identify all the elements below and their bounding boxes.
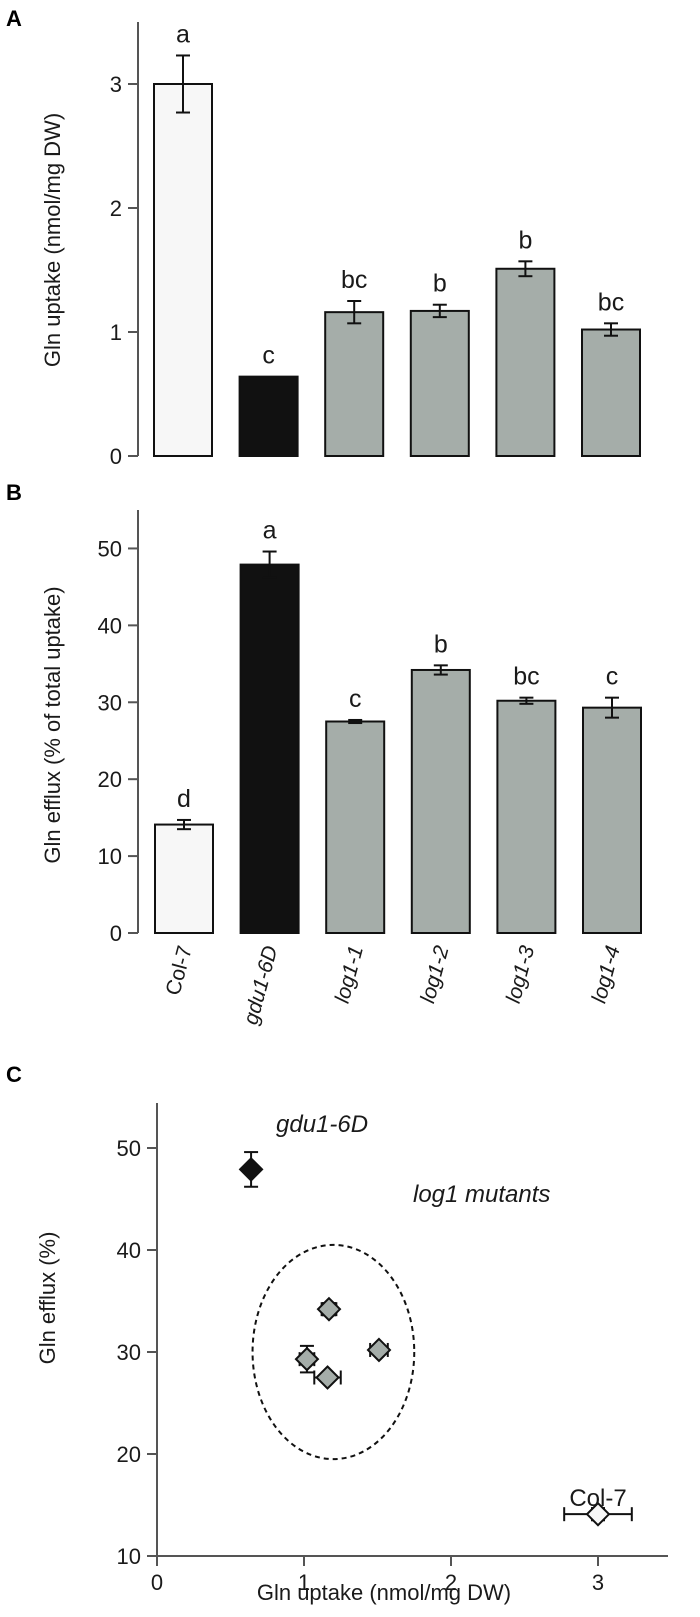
annotation-label: Col-7	[569, 1485, 626, 1512]
axes-b: 0 10 20 30 40 50	[98, 510, 139, 946]
panel-a: A Gln uptake (nmol/mg DW) 0 1 2 3 a c bc b b bc	[6, 6, 641, 469]
panel-label-a: A	[6, 6, 22, 31]
bar-b-log1-1	[325, 720, 386, 934]
y-axis-title-c: Gln efflux (%)	[35, 1232, 60, 1365]
significance-label-b: c	[606, 663, 619, 691]
category-label: log1-2	[416, 943, 453, 1006]
x-tick-label-c: 1	[298, 1570, 310, 1595]
bar-b-log1-2	[410, 668, 471, 934]
axes-a: 0 1 2 3	[110, 22, 139, 469]
y-tick-label-b: 10	[98, 844, 122, 869]
significance-label-b: b	[434, 630, 448, 658]
y-tick-label-a: 1	[110, 320, 122, 345]
y-axis-title-a: Gln uptake (nmol/mg DW)	[40, 113, 65, 367]
y-tick-label-b: 20	[98, 767, 122, 792]
scatter-marks: gdu1-6D log1 mutants Col-7	[238, 1111, 633, 1527]
significance-label-b: c	[349, 685, 362, 713]
panel-label-c: C	[6, 1062, 22, 1087]
bar-b-gdu1-6D	[239, 563, 300, 934]
bar-b-Col-7	[154, 823, 214, 934]
significance-label-a: a	[176, 20, 190, 48]
x-axis-title-c: Gln uptake (nmol/mg DW)	[257, 1580, 511, 1605]
category-label: gdu1-6D	[239, 943, 282, 1027]
bar-b-log1-3	[496, 699, 557, 935]
scatter-point	[366, 1337, 392, 1363]
annotation-label: log1 mutants	[413, 1181, 550, 1208]
scatter-point	[238, 1157, 264, 1182]
y-axis-title-b: Gln efflux (% of total uptake)	[40, 586, 65, 863]
y-tick-label-a: 3	[110, 72, 122, 97]
category-label: log1-4	[588, 943, 625, 1005]
bars-a: a c bc b b bc	[153, 20, 641, 458]
y-tick-label-a: 2	[110, 196, 122, 221]
category-label: log1-3	[502, 943, 539, 1006]
y-tick-label-a: 0	[110, 444, 122, 469]
y-tick-label-c: 50	[117, 1136, 141, 1161]
scatter-point	[585, 1501, 611, 1527]
significance-label-a: b	[433, 270, 447, 298]
y-tick-label-c: 40	[117, 1238, 141, 1263]
bar-a-Col-7	[153, 83, 213, 457]
scatter-point	[294, 1346, 320, 1372]
y-tick-label-b: 40	[98, 613, 122, 638]
bars-b: d a c b bc c	[154, 517, 642, 935]
scatter-point	[316, 1296, 342, 1322]
category-labels: Col-7 gdu1-6D log1-1 log1-2 log1-3 log1-4	[162, 943, 625, 1027]
y-tick-label-b: 30	[98, 690, 122, 715]
scatter-point	[315, 1365, 340, 1390]
bar-a-log1-4	[581, 328, 641, 457]
panel-b: B Gln efflux (% of total uptake) 0 10 20 30…	[6, 480, 642, 1027]
panel-c: C Gln efflux (%) Gln uptake (nmol/mg DW)…	[6, 1062, 668, 1605]
category-label: Col-7	[162, 943, 197, 997]
significance-label-a: c	[262, 342, 275, 370]
category-label: log1-1	[331, 943, 368, 1005]
significance-label-a: bc	[341, 266, 367, 294]
y-tick-label-c: 30	[117, 1340, 141, 1365]
group-circle	[251, 1243, 416, 1461]
significance-label-b: a	[263, 517, 277, 545]
y-tick-label-c: 10	[117, 1544, 141, 1569]
significance-label-b: bc	[513, 663, 539, 691]
x-tick-label-c: 3	[592, 1570, 604, 1595]
bar-a-log1-1	[324, 311, 385, 457]
annotation-label: gdu1-6D	[276, 1111, 368, 1138]
axes-c: 10 20 30 40 50 0 1 2 3	[117, 1103, 668, 1595]
significance-label-a: b	[518, 226, 532, 254]
significance-label-a: bc	[598, 288, 624, 316]
y-tick-label-b: 50	[98, 536, 122, 561]
y-tick-label-c: 20	[117, 1442, 141, 1467]
significance-label-b: d	[177, 785, 191, 813]
panel-label-b: B	[6, 480, 22, 505]
bar-a-log1-3	[495, 267, 556, 458]
y-tick-label-b: 0	[110, 921, 122, 946]
x-tick-label-c: 0	[151, 1570, 163, 1595]
x-tick-label-c: 2	[445, 1570, 457, 1595]
bar-a-log1-2	[409, 309, 470, 458]
bar-a-gdu1-6D	[238, 375, 299, 458]
bar-b-log1-4	[582, 706, 642, 935]
